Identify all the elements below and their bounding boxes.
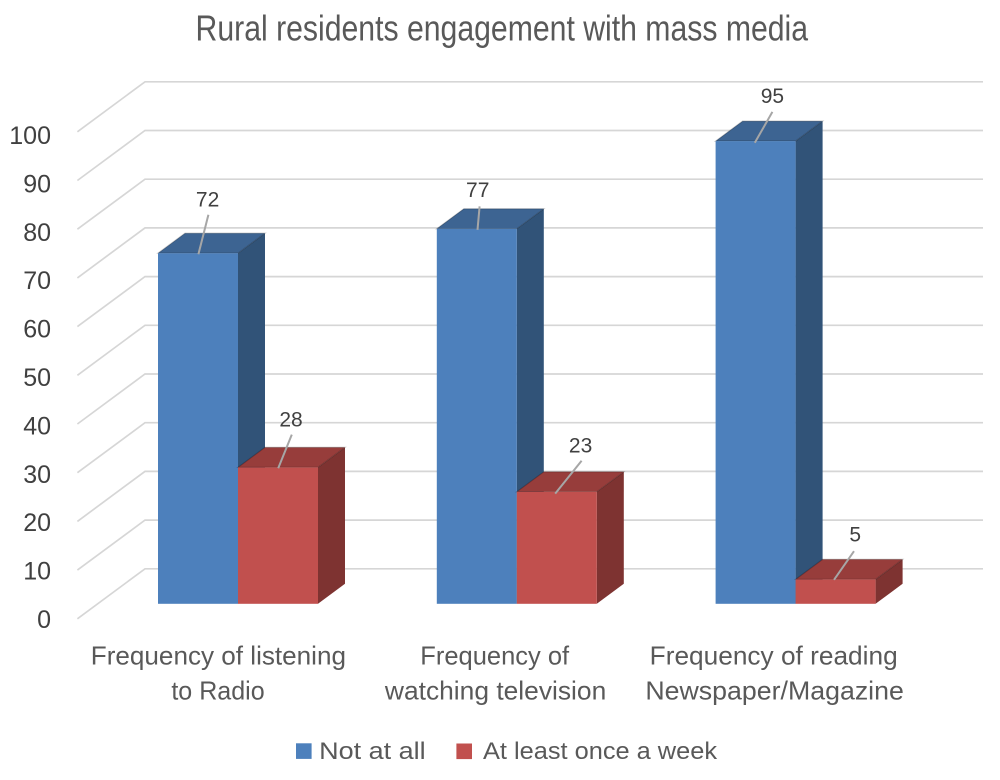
svg-text:10: 10 bbox=[23, 558, 51, 586]
svg-text:Frequency of: Frequency of bbox=[420, 641, 570, 671]
svg-text:to Radio: to Radio bbox=[171, 676, 264, 706]
svg-text:30: 30 bbox=[23, 461, 51, 489]
svg-text:72: 72 bbox=[196, 189, 219, 212]
svg-text:100: 100 bbox=[9, 122, 51, 150]
svg-text:80: 80 bbox=[23, 219, 51, 247]
svg-text:5: 5 bbox=[849, 524, 861, 547]
svg-text:At least once a week: At least once a week bbox=[483, 738, 718, 765]
svg-text:Frequency of reading: Frequency of reading bbox=[650, 641, 898, 671]
svg-text:watching television: watching television bbox=[384, 676, 606, 706]
svg-text:Not at all: Not at all bbox=[319, 738, 426, 765]
svg-text:28: 28 bbox=[279, 409, 302, 432]
svg-text:20: 20 bbox=[23, 509, 51, 537]
svg-text:50: 50 bbox=[23, 364, 51, 392]
svg-text:Frequency of listening: Frequency of listening bbox=[91, 641, 346, 671]
svg-text:40: 40 bbox=[23, 412, 51, 440]
svg-text:77: 77 bbox=[466, 179, 489, 202]
svg-text:0: 0 bbox=[37, 606, 51, 634]
svg-text:Rural residents engagement wit: Rural residents engagement with mass med… bbox=[196, 8, 809, 49]
svg-text:95: 95 bbox=[761, 85, 784, 108]
svg-text:70: 70 bbox=[23, 267, 51, 295]
svg-text:90: 90 bbox=[23, 170, 51, 198]
svg-text:60: 60 bbox=[23, 316, 51, 344]
svg-text:23: 23 bbox=[569, 435, 592, 458]
svg-text:Newspaper/Magazine: Newspaper/Magazine bbox=[645, 676, 904, 706]
